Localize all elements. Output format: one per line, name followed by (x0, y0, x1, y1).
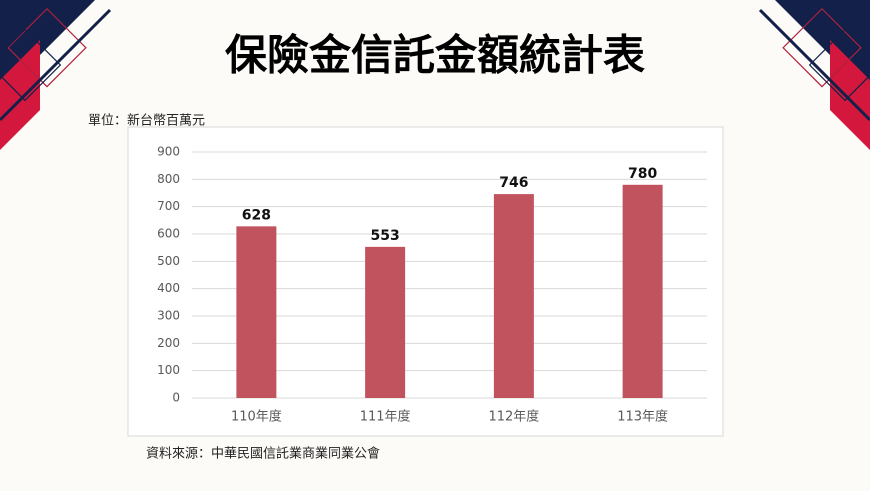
x-tick-label: 110年度 (231, 409, 282, 425)
bar (622, 184, 663, 398)
value-label: 628 (242, 207, 271, 223)
y-tick-label: 700 (157, 199, 180, 213)
x-tick-label: 112年度 (488, 409, 539, 425)
value-label: 746 (499, 175, 528, 191)
y-tick-label: 600 (157, 227, 180, 241)
y-tick-label: 100 (157, 363, 180, 377)
bar (236, 226, 277, 398)
y-tick-label: 500 (157, 254, 180, 268)
source-note: 資料來源：中華民國信託業商業同業公會 (146, 446, 380, 462)
x-tick-label: 111年度 (360, 409, 411, 425)
y-tick-label: 0 (172, 391, 180, 405)
y-tick-label: 400 (157, 281, 180, 295)
x-tick-label: 113年度 (617, 409, 668, 425)
y-tick-label: 300 (157, 309, 180, 323)
bar (365, 246, 406, 398)
decoration (0, 0, 870, 150)
y-tick-label: 800 (157, 172, 180, 186)
bar (493, 194, 534, 398)
chart-title: 保險金信託金額統計表 (225, 31, 645, 80)
unit-label: 單位：新台幣百萬元 (88, 113, 205, 129)
value-label: 780 (628, 166, 657, 182)
y-tick-label: 200 (157, 336, 180, 350)
value-label: 553 (371, 228, 400, 244)
y-tick-label: 900 (157, 145, 180, 159)
